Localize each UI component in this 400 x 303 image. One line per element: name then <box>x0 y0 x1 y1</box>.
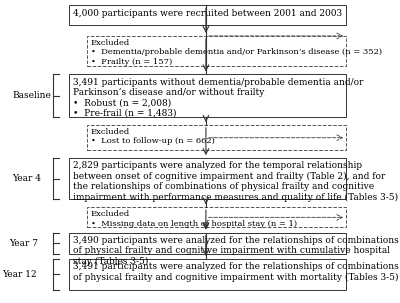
Text: Excluded
•  Lost to follow-up (n = 662): Excluded • Lost to follow-up (n = 662) <box>91 128 215 145</box>
FancyBboxPatch shape <box>69 75 346 117</box>
FancyBboxPatch shape <box>87 207 346 227</box>
Text: Year 7: Year 7 <box>10 239 39 248</box>
FancyBboxPatch shape <box>69 232 346 254</box>
Text: 3,491 participants were analyzed for the relationships of combinations of physic: 3,491 participants were analyzed for the… <box>73 262 399 282</box>
Text: 2,829 participants were analyzed for the temporal relationship between onset of : 2,829 participants were analyzed for the… <box>73 161 398 202</box>
FancyBboxPatch shape <box>69 158 346 199</box>
Text: Year 4: Year 4 <box>12 174 41 183</box>
Text: Excluded
•  Missing data on length of hospital stay (n = 1): Excluded • Missing data on length of hos… <box>91 211 297 228</box>
FancyBboxPatch shape <box>87 125 346 150</box>
Text: Baseline: Baseline <box>13 91 52 100</box>
FancyBboxPatch shape <box>69 5 346 25</box>
FancyBboxPatch shape <box>87 36 346 66</box>
Text: 4,000 participants were recruited between 2001 and 2003: 4,000 participants were recruited betwee… <box>73 8 342 18</box>
FancyBboxPatch shape <box>69 259 346 290</box>
Text: Year 12: Year 12 <box>3 270 37 279</box>
Text: 3,490 participants were analyzed for the relationships of combinations of physic: 3,490 participants were analyzed for the… <box>73 236 399 266</box>
Text: 3,491 participants without dementia/probable dementia and/or Parkinson’s disease: 3,491 participants without dementia/prob… <box>73 78 364 118</box>
Text: Excluded
•  Dementia/probable dementia and/or Parkinson’s disease (n = 352)
•  F: Excluded • Dementia/probable dementia an… <box>91 39 382 65</box>
